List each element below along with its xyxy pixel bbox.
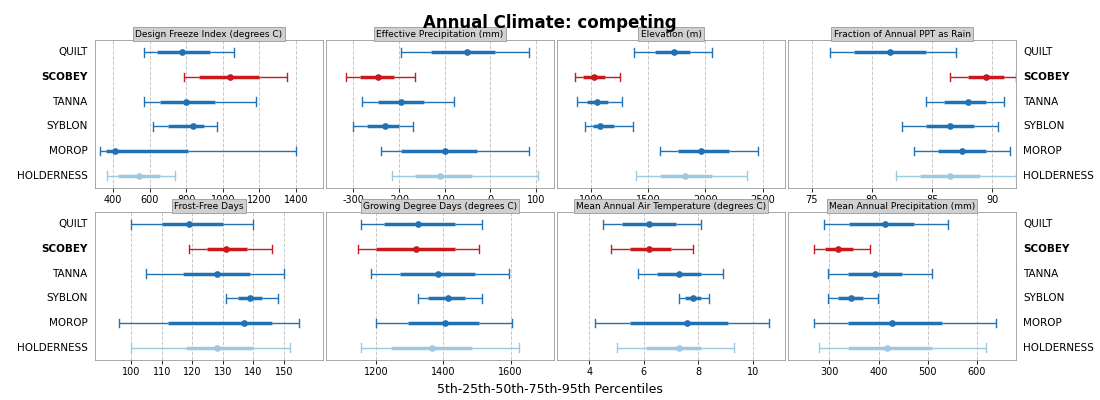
- Text: Annual Climate: competing: Annual Climate: competing: [424, 14, 676, 32]
- Text: TANNA: TANNA: [1023, 97, 1058, 107]
- Text: SCOBEY: SCOBEY: [42, 72, 88, 82]
- Text: SCOBEY: SCOBEY: [42, 244, 88, 254]
- Text: QUILT: QUILT: [1023, 219, 1053, 229]
- Text: HOLDERNESS: HOLDERNESS: [1023, 171, 1094, 181]
- Text: HOLDERNESS: HOLDERNESS: [1023, 343, 1094, 353]
- Title: Design Freeze Index (degrees C): Design Freeze Index (degrees C): [135, 30, 283, 38]
- Title: Mean Annual Precipitation (mm): Mean Annual Precipitation (mm): [829, 202, 975, 210]
- Text: SYBLON: SYBLON: [1023, 293, 1065, 303]
- Text: QUILT: QUILT: [1023, 47, 1053, 57]
- Text: 5th-25th-50th-75th-95th Percentiles: 5th-25th-50th-75th-95th Percentiles: [437, 383, 663, 396]
- Text: SCOBEY: SCOBEY: [1023, 244, 1069, 254]
- Title: Growing Degree Days (degrees C): Growing Degree Days (degrees C): [363, 202, 517, 210]
- Text: QUILT: QUILT: [58, 47, 88, 57]
- Text: TANNA: TANNA: [53, 97, 88, 107]
- Text: QUILT: QUILT: [58, 219, 88, 229]
- Title: Mean Annual Air Temperature (degrees C): Mean Annual Air Temperature (degrees C): [576, 202, 766, 210]
- Title: Effective Precipitation (mm): Effective Precipitation (mm): [376, 30, 504, 38]
- Text: TANNA: TANNA: [53, 269, 88, 279]
- Text: HOLDERNESS: HOLDERNESS: [16, 171, 88, 181]
- Text: SYBLON: SYBLON: [46, 121, 88, 131]
- Text: TANNA: TANNA: [1023, 269, 1058, 279]
- Text: HOLDERNESS: HOLDERNESS: [16, 343, 88, 353]
- Text: SCOBEY: SCOBEY: [1023, 72, 1069, 82]
- Title: Frost-Free Days: Frost-Free Days: [174, 202, 244, 210]
- Text: MOROP: MOROP: [1023, 146, 1062, 156]
- Text: SYBLON: SYBLON: [1023, 121, 1065, 131]
- Text: MOROP: MOROP: [50, 318, 88, 328]
- Title: Elevation (m): Elevation (m): [640, 30, 702, 38]
- Title: Fraction of Annual PPT as Rain: Fraction of Annual PPT as Rain: [834, 30, 970, 38]
- Text: MOROP: MOROP: [1023, 318, 1062, 328]
- Text: MOROP: MOROP: [50, 146, 88, 156]
- Text: SYBLON: SYBLON: [46, 293, 88, 303]
